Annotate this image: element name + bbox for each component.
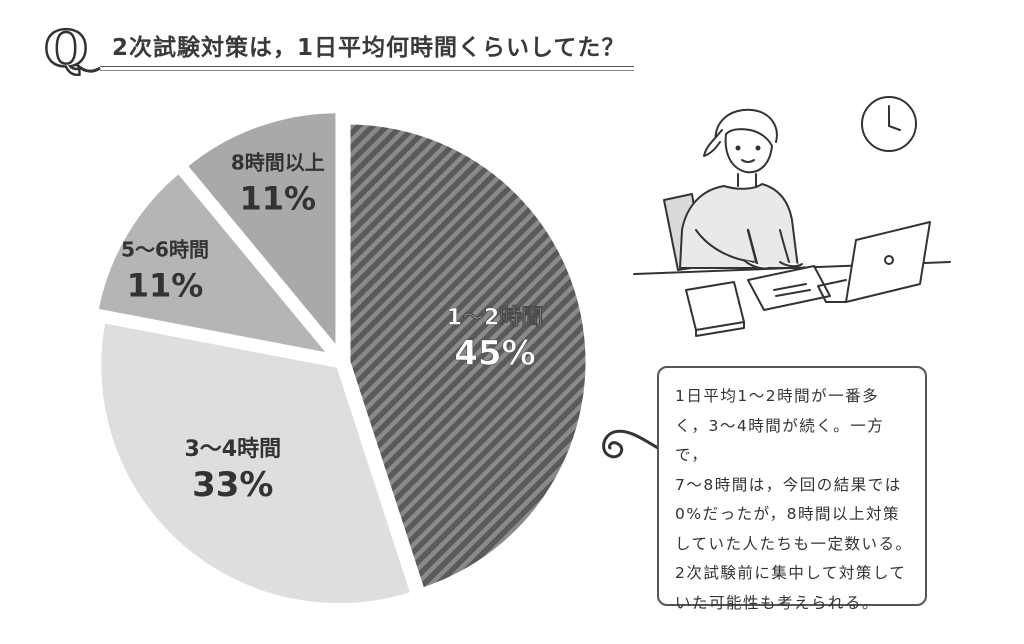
slice-value-label: 45% bbox=[454, 334, 535, 374]
slice-value-label: 11% bbox=[239, 180, 316, 218]
pie-slice bbox=[92, 167, 339, 360]
svg-text:Q: Q bbox=[44, 20, 88, 76]
slice-value-label: 11% bbox=[127, 266, 204, 304]
title-underline-secondary bbox=[100, 70, 634, 71]
commentary-text: 1日平均1〜2時間が一番多 く，3〜4時間が続く。一方で， 7〜8時間は，今回の… bbox=[675, 387, 913, 612]
pie-slice bbox=[345, 119, 591, 594]
note-pointer-icon bbox=[602, 429, 660, 459]
pen-icon bbox=[746, 228, 760, 270]
slice-category-label: 3〜4時間 bbox=[184, 437, 281, 462]
page-title: 2次試験対策は，1日平均何時間くらいしてた？ bbox=[112, 35, 626, 61]
slice-category-label: 1〜2時間 bbox=[447, 306, 544, 331]
student-studying-illustration bbox=[633, 96, 951, 337]
q-badge-icon: Q Q bbox=[43, 20, 101, 76]
pie-slice bbox=[181, 108, 341, 358]
commentary-box: 1日平均1〜2時間が一番多 く，3〜4時間が続く。一方で， 7〜8時間は，今回の… bbox=[657, 366, 927, 612]
pie-slice bbox=[96, 317, 417, 609]
slice-category-label: 8時間以上 bbox=[231, 151, 325, 175]
title-underline bbox=[100, 66, 634, 67]
slice-value-label: 33% bbox=[192, 465, 273, 505]
slice-category-label: 5〜6時間 bbox=[121, 237, 209, 261]
laptop-icon bbox=[817, 221, 931, 303]
clock-icon bbox=[861, 96, 917, 152]
book-icon bbox=[685, 281, 745, 337]
